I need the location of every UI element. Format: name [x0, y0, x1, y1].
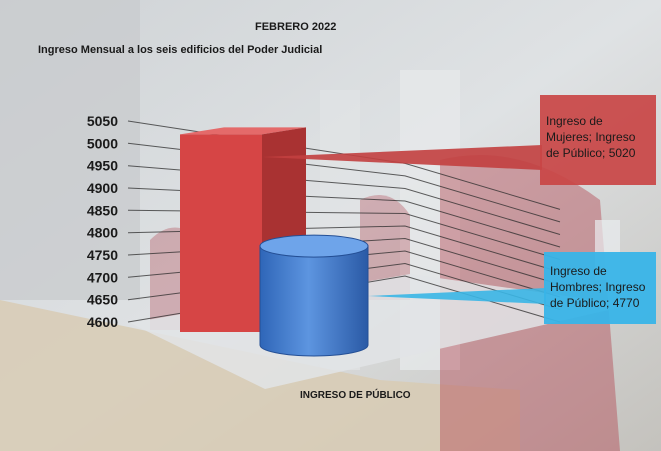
- label-connector-mujeres: [262, 145, 542, 170]
- data-label-mujeres-line: de Público; 5020: [546, 146, 636, 160]
- label-box-mujeres: [540, 95, 656, 185]
- bar-hombres-top: [259, 234, 369, 258]
- data-label-hombres-line: Ingreso de: [550, 264, 607, 278]
- data-label-mujeres-line: Mujeres; Ingreso: [546, 130, 636, 144]
- data-label-mujeres-line: Ingreso de: [546, 114, 603, 128]
- y-tick-label: 4900: [87, 180, 118, 196]
- y-tick-label: 4850: [87, 202, 118, 218]
- y-tick-label: 4750: [87, 247, 118, 263]
- y-tick-label: 4800: [87, 225, 118, 241]
- bar-hombres: [259, 245, 369, 357]
- y-tick-label: 5000: [87, 135, 118, 151]
- y-tick-label: 4700: [87, 269, 118, 285]
- label-connector-hombres: [368, 288, 546, 304]
- chart-title: FEBRERO 2022: [255, 21, 336, 33]
- y-axis: 4600 4650 4700 4750 4800 4850 4900 4950 5000 5050: [87, 113, 118, 330]
- x-axis-label: INGRESO DE PÚBLICO: [300, 388, 411, 401]
- data-label-hombres-line: Hombres; Ingreso: [550, 280, 646, 294]
- chart-subtitle: Ingreso Mensual a los seis edificios del…: [38, 44, 322, 56]
- y-tick-label: 4950: [87, 158, 118, 174]
- bars: [180, 127, 369, 357]
- bar-mujeres: [180, 134, 262, 332]
- data-label-hombres-line: de Público; 4770: [550, 296, 640, 310]
- y-tick-label: 5050: [87, 113, 118, 129]
- y-tick-label: 4600: [87, 314, 118, 330]
- data-labels: Ingreso de Mujeres; Ingreso de Público; 50…: [262, 95, 656, 324]
- y-tick-label: 4650: [87, 292, 118, 308]
- bar-mujeres-top: [180, 127, 306, 135]
- label-box-hombres: [544, 252, 656, 324]
